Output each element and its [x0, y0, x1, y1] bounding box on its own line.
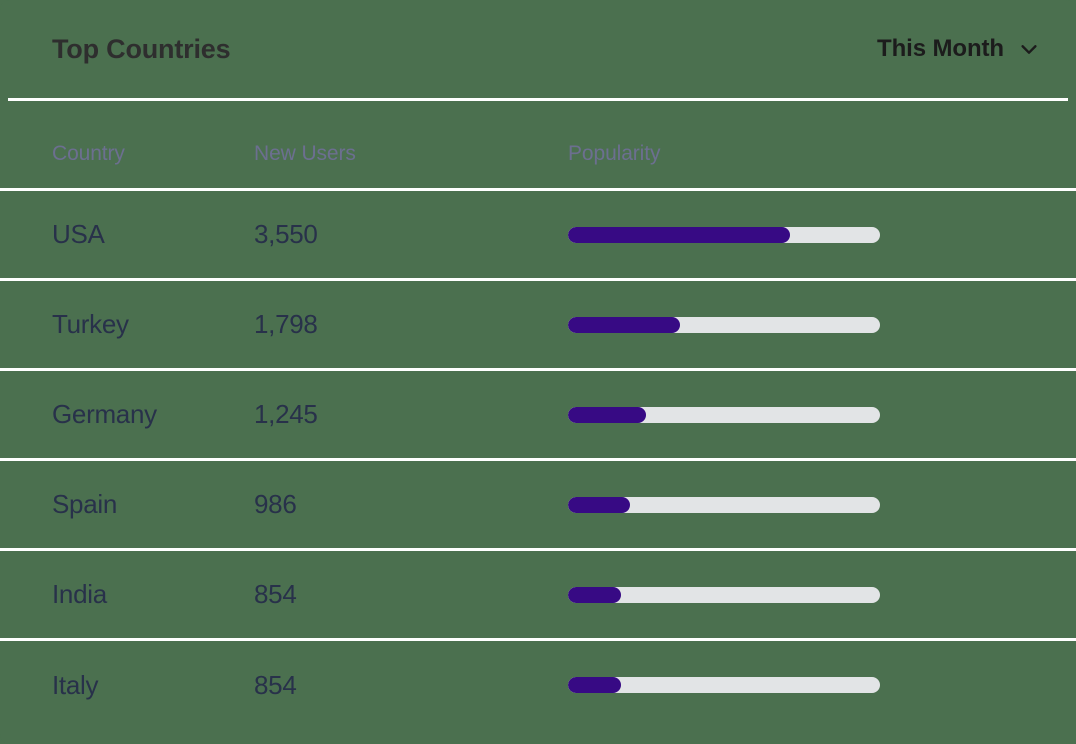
popularity-progress-bar	[568, 677, 880, 694]
cell-popularity	[540, 640, 1076, 730]
table-row[interactable]: Spain 986	[0, 459, 1076, 551]
cell-country: USA	[0, 189, 220, 281]
table-row[interactable]: Italy 854	[0, 640, 1076, 730]
new-users-value: 986	[254, 489, 297, 519]
country-name: Italy	[52, 669, 99, 700]
country-name: Germany	[52, 399, 157, 429]
country-name: India	[52, 579, 107, 609]
popularity-progress-bar	[568, 586, 880, 603]
popularity-progress-bar	[568, 226, 880, 243]
period-dropdown[interactable]: This Month	[877, 35, 1040, 63]
new-users-value: 1,245	[254, 399, 318, 429]
popularity-progress-fill	[568, 677, 622, 694]
popularity-progress-fill	[568, 406, 646, 423]
page-title: Top Countries	[52, 33, 231, 64]
cell-popularity	[540, 369, 1076, 461]
table-header: Country New Users Popularity	[0, 101, 1076, 191]
period-dropdown-label: This Month	[877, 35, 1004, 62]
cell-popularity	[540, 549, 1076, 641]
card-header: Top Countries This Month	[0, 0, 1076, 98]
countries-table: Country New Users Popularity USA 3,550	[0, 101, 1076, 730]
popularity-progress-fill	[568, 586, 622, 603]
cell-country: Germany	[0, 369, 220, 461]
new-users-value: 1,798	[254, 309, 318, 339]
cell-new-users: 854	[220, 549, 540, 641]
popularity-progress-bar	[568, 496, 880, 513]
new-users-value: 854	[254, 579, 297, 609]
new-users-value: 854	[254, 669, 297, 700]
country-name: USA	[52, 219, 105, 249]
cell-new-users: 986	[220, 459, 540, 551]
country-name: Turkey	[52, 309, 129, 339]
cell-new-users: 1,798	[220, 279, 540, 371]
popularity-progress-fill	[568, 226, 790, 243]
cell-new-users: 854	[220, 640, 540, 730]
cell-popularity	[540, 189, 1076, 281]
popularity-progress-bar	[568, 316, 880, 333]
header-divider	[8, 98, 1068, 101]
new-users-value: 3,550	[254, 219, 318, 249]
popularity-progress-bar	[568, 406, 880, 423]
cell-country: Spain	[0, 459, 220, 551]
column-header-country[interactable]: Country	[0, 101, 220, 191]
cell-country: Turkey	[0, 279, 220, 371]
cell-country: India	[0, 549, 220, 641]
popularity-progress-fill	[568, 316, 681, 333]
table-row[interactable]: Germany 1,245	[0, 369, 1076, 461]
country-name: Spain	[52, 489, 117, 519]
column-header-new-users[interactable]: New Users	[220, 101, 540, 191]
cell-country: Italy	[0, 640, 220, 730]
table-row[interactable]: Turkey 1,798	[0, 279, 1076, 371]
cell-new-users: 1,245	[220, 369, 540, 461]
cell-popularity	[540, 459, 1076, 551]
cell-new-users: 3,550	[220, 189, 540, 281]
chevron-down-icon	[1021, 45, 1037, 54]
cell-popularity	[540, 279, 1076, 371]
table-row[interactable]: India 854	[0, 549, 1076, 641]
popularity-progress-fill	[568, 496, 631, 513]
table-body: USA 3,550 Turkey 1,798	[0, 189, 1076, 730]
table-header-row: Country New Users Popularity	[0, 101, 1076, 191]
table-row[interactable]: USA 3,550	[0, 189, 1076, 281]
column-header-popularity[interactable]: Popularity	[540, 101, 1076, 191]
